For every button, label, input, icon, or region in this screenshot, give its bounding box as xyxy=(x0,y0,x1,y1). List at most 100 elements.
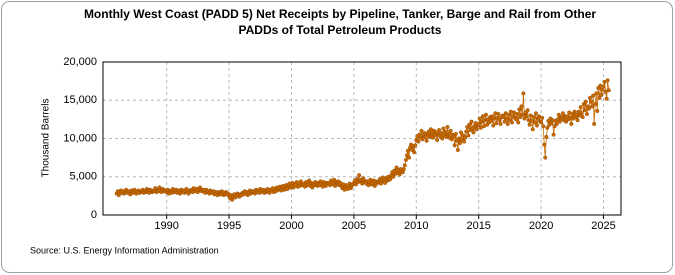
data-point xyxy=(542,142,547,147)
data-point xyxy=(557,119,562,124)
data-point xyxy=(527,122,532,127)
data-point xyxy=(489,118,494,123)
data-point xyxy=(505,121,510,126)
data-point xyxy=(504,116,509,121)
data-point xyxy=(378,181,383,186)
data-point xyxy=(603,89,608,94)
data-point xyxy=(512,110,517,115)
data-point xyxy=(539,120,544,125)
data-point xyxy=(501,115,506,120)
data-point xyxy=(463,135,468,140)
data-point xyxy=(481,124,486,129)
data-point xyxy=(588,95,593,100)
data-point xyxy=(491,123,496,128)
data-point xyxy=(420,137,425,142)
y-tick-label: 0 xyxy=(91,209,97,221)
data-point xyxy=(605,78,610,83)
data-point xyxy=(592,121,597,126)
data-point xyxy=(521,91,526,96)
x-tick-label: 1990 xyxy=(154,220,178,232)
data-point xyxy=(391,174,396,179)
data-point xyxy=(462,139,467,144)
data-point xyxy=(578,105,583,110)
data-point xyxy=(128,192,133,197)
data-point xyxy=(437,128,442,133)
data-point xyxy=(536,114,541,119)
data-point xyxy=(525,108,530,113)
data-point xyxy=(579,111,584,116)
data-point xyxy=(298,179,303,184)
y-tick-label: 5,000 xyxy=(69,171,97,183)
data-point xyxy=(478,125,483,130)
data-point xyxy=(413,143,418,148)
data-point xyxy=(545,125,550,130)
data-point xyxy=(529,118,534,123)
x-tick-label: 2025 xyxy=(591,220,615,232)
data-point xyxy=(480,114,485,119)
data-point xyxy=(439,131,444,136)
chart-title: Monthly West Coast (PADD 5) Net Receipts… xyxy=(84,7,596,21)
data-point xyxy=(576,109,581,114)
data-point xyxy=(428,127,433,132)
data-point xyxy=(528,113,533,118)
y-axis-label: Thousand Barrels xyxy=(41,99,52,178)
data-point xyxy=(586,106,591,111)
data-point xyxy=(443,129,448,134)
data-point xyxy=(580,115,585,120)
data-point xyxy=(456,136,461,141)
data-point xyxy=(532,120,537,125)
data-point xyxy=(402,163,407,168)
data-point xyxy=(446,131,451,136)
data-point xyxy=(453,131,458,136)
data-point xyxy=(455,147,460,152)
data-point xyxy=(595,108,600,113)
data-point xyxy=(435,138,440,143)
data-point xyxy=(520,112,525,117)
data-point xyxy=(591,93,596,98)
data-point xyxy=(572,109,577,114)
data-point xyxy=(583,99,588,104)
x-tick-label: 2015 xyxy=(466,220,490,232)
data-point xyxy=(589,99,594,104)
data-point xyxy=(458,130,463,135)
data-point xyxy=(503,111,508,116)
data-point xyxy=(601,84,606,89)
data-point xyxy=(516,120,521,125)
data-point xyxy=(405,148,410,153)
data-point xyxy=(357,173,362,178)
data-point xyxy=(510,120,515,125)
x-tick-label: 2005 xyxy=(342,220,366,232)
data-point xyxy=(424,138,429,143)
data-point xyxy=(554,121,559,126)
data-point xyxy=(497,118,502,123)
data-point xyxy=(506,112,511,117)
data-point xyxy=(471,130,476,135)
data-point xyxy=(441,126,446,131)
data-point xyxy=(416,139,421,144)
x-tick-label: 2000 xyxy=(279,220,303,232)
data-point xyxy=(401,167,406,172)
data-point xyxy=(360,181,365,186)
data-point xyxy=(594,91,599,96)
data-point xyxy=(476,121,481,126)
data-point xyxy=(467,122,472,127)
data-point xyxy=(388,177,393,182)
data-point xyxy=(590,104,595,109)
data-point xyxy=(479,119,484,124)
data-point xyxy=(582,108,587,113)
data-point xyxy=(514,117,519,122)
data-point xyxy=(451,134,456,139)
data-point xyxy=(483,112,488,117)
data-point xyxy=(606,88,611,93)
data-point xyxy=(534,123,539,128)
y-tick-label: 10,000 xyxy=(63,132,97,144)
data-point xyxy=(502,119,507,124)
plot-area-border xyxy=(102,61,622,216)
data-point xyxy=(524,114,529,119)
data-point xyxy=(604,96,609,101)
data-point xyxy=(597,95,602,100)
y-tick-label: 15,000 xyxy=(63,94,97,106)
data-point xyxy=(474,127,479,132)
